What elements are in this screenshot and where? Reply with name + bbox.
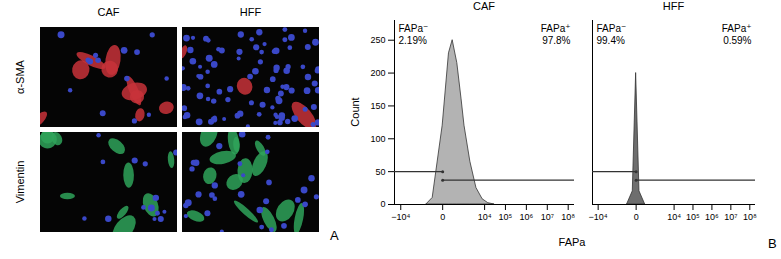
html-text:Count: Count xyxy=(349,97,361,127)
svg-text:10⁶: 10⁶ xyxy=(705,212,719,222)
svg-text:−10⁴: −10⁴ xyxy=(391,212,410,222)
svg-text:FAPa⁺: FAPa⁺ xyxy=(722,23,752,34)
svg-text:0: 0 xyxy=(440,212,445,222)
svg-text:0.59%: 0.59% xyxy=(723,35,751,46)
svg-text:10⁴: 10⁴ xyxy=(667,212,681,222)
svg-text:99.4%: 99.4% xyxy=(597,35,625,46)
svg-text:FAPa⁺: FAPa⁺ xyxy=(541,23,571,34)
html-text:HFF: HFF xyxy=(662,0,685,12)
html-text:CAF: CAF xyxy=(97,6,120,18)
svg-text:FAPa⁻: FAPa⁻ xyxy=(597,23,627,34)
svg-text:100: 100 xyxy=(370,134,385,144)
svg-text:10⁴: 10⁴ xyxy=(478,212,492,222)
html-text:HFF: HFF xyxy=(239,6,262,18)
svg-text:0: 0 xyxy=(380,199,385,209)
svg-text:200: 200 xyxy=(370,68,385,78)
svg-text:250: 250 xyxy=(370,35,385,45)
svg-text:10⁷: 10⁷ xyxy=(724,212,737,222)
html-text:A: A xyxy=(330,228,339,243)
svg-text:FAPa⁻: FAPa⁻ xyxy=(399,23,429,34)
svg-text:10⁸: 10⁸ xyxy=(561,212,575,222)
svg-text:150: 150 xyxy=(370,101,385,111)
svg-text:0: 0 xyxy=(634,212,639,222)
html-text:CAF: CAF xyxy=(473,0,495,12)
svg-text:10⁶: 10⁶ xyxy=(520,212,534,222)
svg-text:10⁸: 10⁸ xyxy=(743,212,757,222)
svg-text:10⁵: 10⁵ xyxy=(686,212,700,222)
svg-text:10⁵: 10⁵ xyxy=(499,212,513,222)
html-text:FAPa: FAPa xyxy=(558,236,586,248)
html-text:B: B xyxy=(768,236,777,251)
html-text:α-SMA: α-SMA xyxy=(14,60,26,94)
svg-text:−10⁴: −10⁴ xyxy=(589,212,608,222)
svg-text:10⁷: 10⁷ xyxy=(541,212,554,222)
html-text:Vimentin: Vimentin xyxy=(14,160,26,204)
svg-text:50: 50 xyxy=(375,167,385,177)
svg-text:2.19%: 2.19% xyxy=(399,35,427,46)
svg-text:97.8%: 97.8% xyxy=(542,35,570,46)
